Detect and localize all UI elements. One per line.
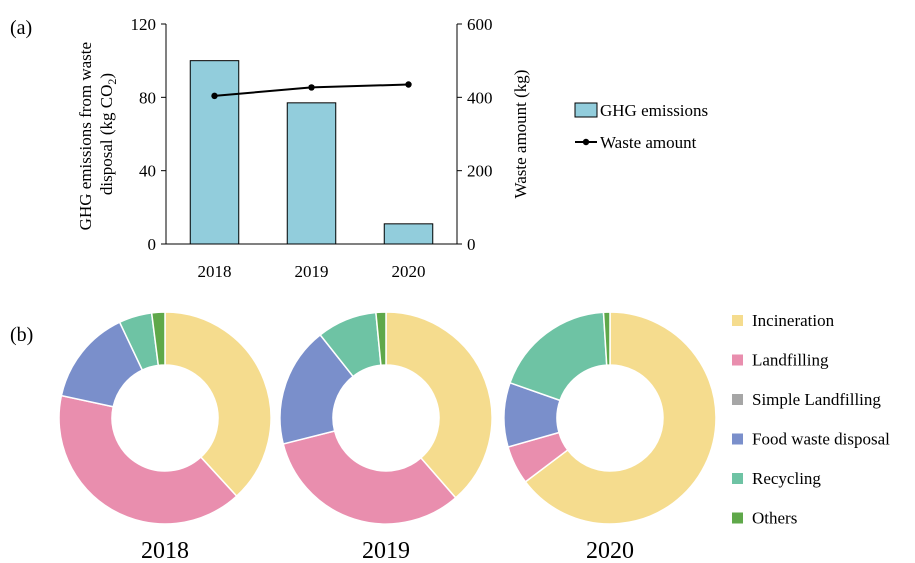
slice-others [375, 311, 387, 367]
waste-point-2018 [211, 92, 218, 100]
right-y-tick-label: 0 [467, 235, 476, 254]
panel-b-label: (b) [10, 324, 33, 346]
left-y-tick-label: 0 [148, 235, 157, 254]
x-tick-label-2019: 2019 [295, 262, 329, 281]
donut-label: 2018 [141, 538, 189, 563]
legend-swatch-recycling [732, 473, 743, 484]
legend-marker-waste [582, 138, 590, 146]
legend-label-food-waste-disposal: Food waste disposal [752, 430, 890, 449]
left-y-tick-label: 120 [131, 15, 157, 34]
legend-label-recycling: Recycling [752, 469, 821, 488]
legend-label-landfilling: Landfilling [752, 351, 829, 370]
y-axis-label-line1: GHG emissions from waste [76, 42, 95, 230]
slice-incineration [164, 311, 272, 498]
legend-label-waste: Waste amount [600, 133, 697, 152]
legend-swatch-food-waste-disposal [732, 433, 743, 445]
legend-swatch-simple-landfilling [732, 394, 743, 405]
slice-incineration [524, 311, 717, 525]
panel-b-chart: 2018 2019 2020 Incineration Landfilling Simp… [58, 311, 890, 563]
slice-others [602, 311, 611, 366]
slice-recycling [509, 311, 608, 402]
legend-swatch-ghg [574, 102, 598, 118]
slice-incineration [385, 311, 493, 499]
slice-landfilling [282, 430, 457, 525]
x-tick-label-2020: 2020 [392, 262, 426, 281]
right-y-ticks: 0 200 400 600 [457, 15, 493, 254]
donut-label: 2019 [362, 538, 410, 563]
donut-2019: 2019 [279, 311, 493, 563]
y-axis-label-line2: disposal (kg CO2) [97, 73, 119, 195]
y-axis-label: GHG emissions from waste disposal (kg CO… [76, 38, 119, 231]
legend-swatch-landfilling [732, 354, 743, 366]
legend-label-incineration: Incineration [752, 311, 835, 330]
panel-a-chart: 0 40 80 120 0 200 400 600 2018 2019 2020 GHG emi… [76, 15, 708, 281]
bar-series [189, 60, 434, 245]
bar-2018 [189, 60, 240, 245]
bar-chart-legend: GHG emissions Waste amount [574, 101, 708, 152]
legend-label-others: Others [752, 509, 797, 528]
right-y-tick-label: 400 [467, 88, 493, 107]
left-y-ticks: 0 40 80 120 [131, 15, 166, 254]
panel-a-label: (a) [10, 17, 32, 39]
waste-point-2019 [308, 84, 315, 91]
x-tick-label-2018: 2018 [198, 262, 232, 281]
waste-point-2020 [405, 81, 412, 88]
x-tick-labels: 2018 2019 2020 [198, 262, 426, 281]
y-axis-label-suffix: ) [97, 73, 116, 79]
legend-swatch-incineration [732, 315, 743, 326]
bar-2020 [383, 223, 434, 245]
donut-legend: Incineration Landfilling Simple Landfillin… [732, 311, 890, 528]
legend-swatch-others [732, 512, 743, 524]
slice-landfilling [58, 394, 238, 525]
donut-charts: 2018 2019 2020 [58, 311, 717, 563]
legend-label-simple-landfilling: Simple Landfilling [752, 390, 881, 409]
left-y-tick-label: 40 [139, 162, 156, 181]
line-series [211, 81, 412, 100]
donut-2020: 2020 [503, 311, 717, 563]
right-y-tick-label: 600 [467, 15, 493, 34]
donut-label: 2020 [586, 538, 634, 563]
legend-label-ghg: GHG emissions [600, 101, 708, 120]
left-y-tick-label: 80 [139, 88, 156, 107]
y2-axis-label: Waste amount (kg) [511, 70, 530, 199]
bar-2019 [286, 102, 337, 245]
right-y-tick-label: 200 [467, 162, 493, 181]
slice-others [150, 311, 166, 367]
donut-2018: 2018 [58, 311, 272, 563]
y-axis-label-sub: 2 [105, 79, 119, 85]
y-axis-label-line2-prefix: disposal (kg CO [97, 85, 116, 196]
